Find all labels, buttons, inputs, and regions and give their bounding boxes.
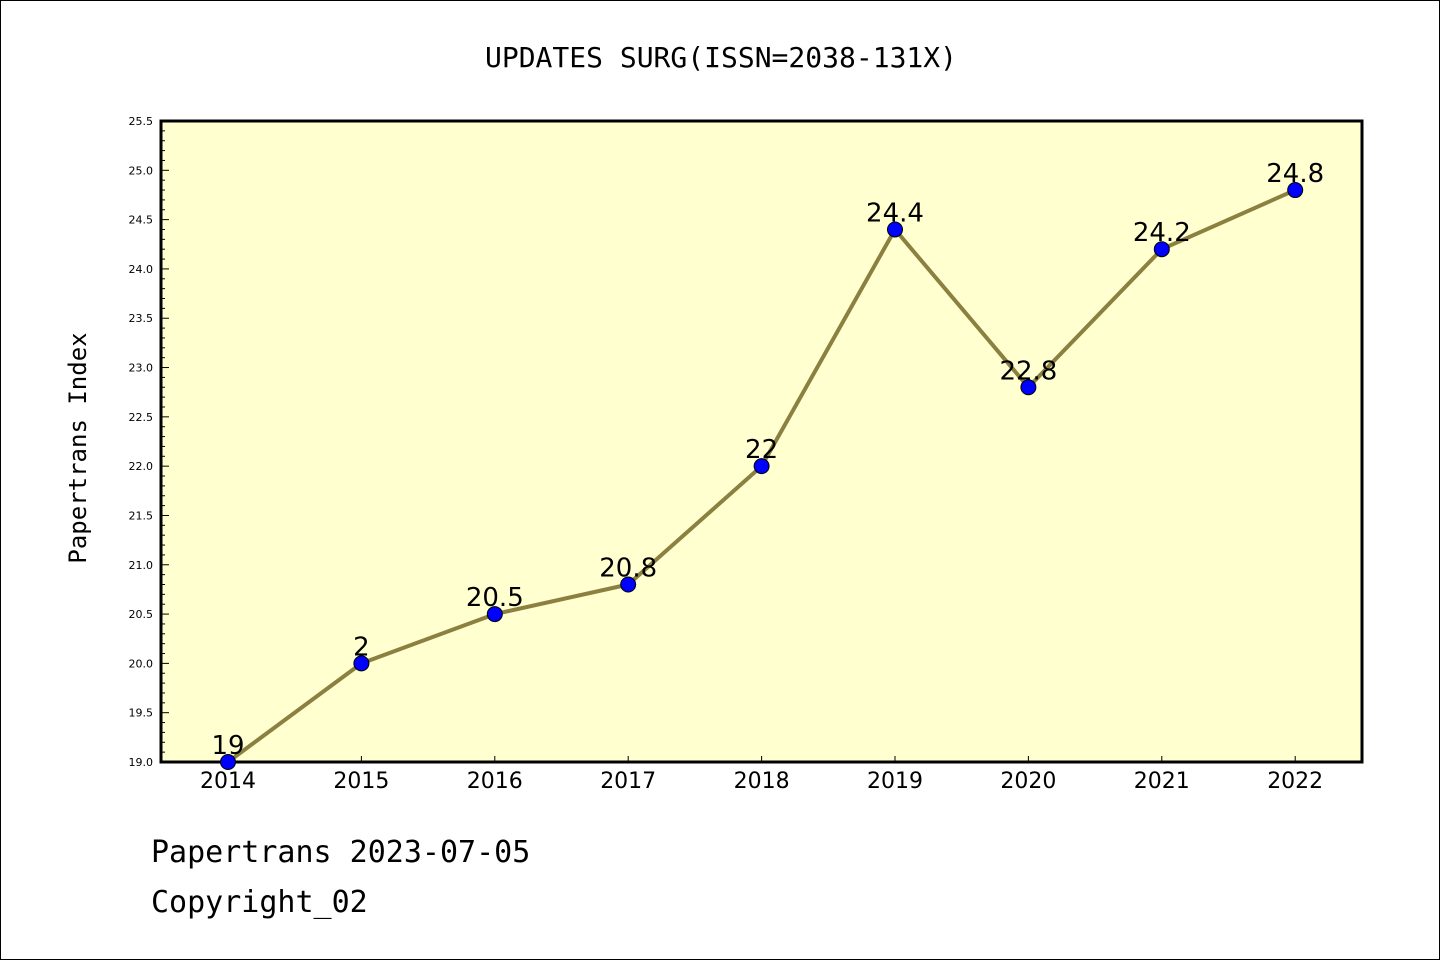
y-axis-label: Papertrans Index: [64, 332, 92, 563]
data-point: [220, 754, 236, 770]
x-axis: 2014 2015 2016 2017 2018 2019 2020 2021 2022: [200, 756, 1323, 794]
y-tick-label: 20.0: [129, 657, 154, 670]
y-tick-label: 21.5: [129, 509, 154, 522]
y-tick-label: 24.5: [129, 214, 154, 227]
x-tick-label: 2017: [600, 769, 656, 794]
x-tick-label: 2021: [1134, 769, 1190, 794]
y-tick-label: 22.5: [129, 411, 154, 424]
y-tick-label: 19.5: [129, 707, 154, 720]
data-point: [753, 458, 770, 475]
x-tick-label: 2016: [467, 769, 523, 794]
y-tick-label: 23.0: [129, 362, 154, 375]
data-point: [887, 221, 903, 238]
y-tick-label: 21.0: [129, 559, 154, 572]
data-point: [353, 655, 370, 672]
chart-title: UPDATES SURG(ISSN=2038-131X): [485, 41, 957, 74]
y-tick-label: 24.0: [129, 263, 154, 276]
y-tick-label: 19.0: [129, 756, 154, 769]
data-point: [620, 576, 637, 593]
footer-copyright: Copyright_02: [151, 885, 368, 920]
data-label: 22: [745, 435, 778, 465]
series-line-group: [220, 182, 1304, 770]
data-label: 19: [211, 731, 244, 761]
plot-area: [159, 119, 1364, 764]
data-label: 24.4: [866, 198, 924, 228]
data-label: 20.8: [599, 553, 657, 583]
data-point: [486, 606, 503, 623]
data-label: 2: [353, 632, 370, 662]
y-tick-label: 20.5: [129, 608, 154, 621]
footer-date: Papertrans 2023-07-05: [151, 835, 531, 870]
x-tick-label: 2014: [200, 769, 256, 794]
y-tick-label: 23.5: [129, 312, 154, 325]
data-label: 24.2: [1133, 218, 1191, 248]
x-tick-label: 2015: [333, 769, 389, 794]
data-label: 20.5: [466, 583, 524, 613]
data-point: [1020, 379, 1037, 396]
x-tick-label: 2018: [734, 769, 790, 794]
y-tick-label: 25.5: [129, 115, 154, 128]
x-tick-label: 2019: [867, 769, 923, 794]
x-tick-label: 2020: [1000, 769, 1056, 794]
y-axis: 19.0 19.5 20.0 20.5 21.0 21.5 22.0 22.5 23.0 23.5…: [129, 115, 169, 769]
data-point: [1287, 182, 1304, 199]
data-point: [1153, 241, 1170, 258]
y-tick-label: 22.0: [129, 460, 154, 473]
x-tick-label: 2022: [1267, 769, 1323, 794]
y-tick-label: 25.0: [129, 164, 154, 177]
data-label: 24.8: [1266, 159, 1324, 189]
data-label: 22.8: [999, 356, 1057, 386]
data-label-group: 19 2 20.5 20.8 22 24.4 22.8 24.2 24.8: [211, 159, 1324, 761]
